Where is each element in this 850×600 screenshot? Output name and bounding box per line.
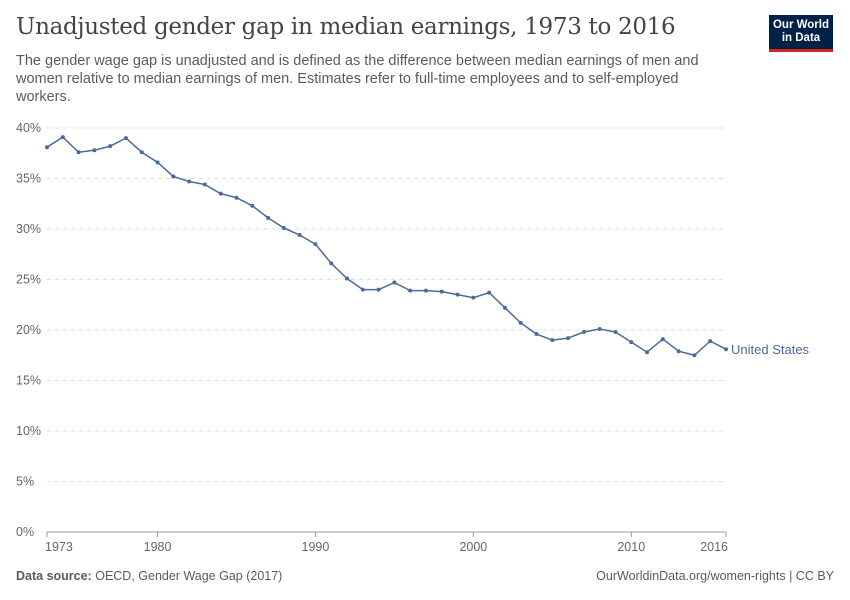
line-chart: 0% 5% 10% 15% 20% 25% 30% 35% 40% 1973 1980 1990 200… xyxy=(16,121,810,554)
data-point xyxy=(345,276,350,281)
x-tick-label: 2010 xyxy=(617,540,645,554)
data-point xyxy=(187,179,192,184)
data-point xyxy=(408,288,413,293)
y-tick-label: 0% xyxy=(16,525,34,539)
y-tick-label: 35% xyxy=(16,172,41,186)
data-point xyxy=(629,340,634,345)
data-point xyxy=(566,336,571,341)
data-point xyxy=(613,330,618,335)
data-point xyxy=(234,195,239,200)
data-point xyxy=(423,288,428,293)
data-point xyxy=(518,320,523,325)
data-point xyxy=(487,290,492,295)
data-point xyxy=(645,350,650,355)
data-source: Data source: OECD, Gender Wage Gap (2017… xyxy=(16,569,282,583)
data-point xyxy=(360,287,365,292)
y-tick-label: 30% xyxy=(16,222,41,236)
data-point xyxy=(676,349,681,354)
owid-logo[interactable]: Our World in Data xyxy=(769,15,833,52)
data-point xyxy=(218,191,223,196)
data-point xyxy=(250,203,255,208)
source-label: Data source: xyxy=(16,569,92,583)
data-point xyxy=(392,280,397,285)
data-point xyxy=(313,242,318,247)
chart-subtitle: The gender wage gap is unadjusted and is… xyxy=(16,53,699,105)
y-tick-label: 10% xyxy=(16,424,41,438)
data-point xyxy=(376,287,381,292)
data-point xyxy=(329,261,334,266)
x-tick-label: 2016 xyxy=(700,540,728,554)
data-point xyxy=(550,338,555,343)
data-point xyxy=(155,160,160,165)
data-point xyxy=(45,145,49,150)
chart-title: Unadjusted gender gap in median earnings… xyxy=(16,14,676,40)
data-point xyxy=(708,339,713,344)
data-point xyxy=(581,330,586,335)
x-tick-label: 1980 xyxy=(144,540,172,554)
series-label: United States xyxy=(731,342,810,357)
y-tick-label: 5% xyxy=(16,475,34,489)
y-tick-label: 25% xyxy=(16,273,41,287)
data-point xyxy=(297,233,302,238)
y-tick-label: 40% xyxy=(16,121,41,135)
data-point xyxy=(123,136,128,141)
data-point xyxy=(692,353,697,358)
source-text[interactable]: OECD, Gender Wage Gap (2017) xyxy=(95,569,283,583)
data-point xyxy=(266,215,271,220)
data-point xyxy=(139,150,144,155)
series-line xyxy=(46,136,727,357)
data-point xyxy=(660,337,665,342)
data-point xyxy=(534,332,539,337)
data-point xyxy=(92,148,97,153)
data-point xyxy=(76,150,81,155)
data-point xyxy=(455,292,460,297)
data-point xyxy=(502,305,507,310)
data-point xyxy=(281,225,286,230)
data-point xyxy=(171,174,176,179)
data-point xyxy=(597,326,602,331)
x-tick-label: 1973 xyxy=(45,540,73,554)
x-tick-label: 2000 xyxy=(459,540,487,554)
x-tick-label: 1990 xyxy=(302,540,330,554)
y-tick-label: 20% xyxy=(16,323,41,337)
data-point xyxy=(471,295,476,300)
data-point xyxy=(108,144,113,149)
footer-link[interactable]: OurWorldinData.org/women-rights | CC BY xyxy=(596,569,834,583)
data-point xyxy=(202,182,207,187)
data-point xyxy=(439,289,444,294)
y-tick-label: 15% xyxy=(16,374,41,388)
data-point xyxy=(60,135,65,140)
data-point xyxy=(724,347,728,352)
